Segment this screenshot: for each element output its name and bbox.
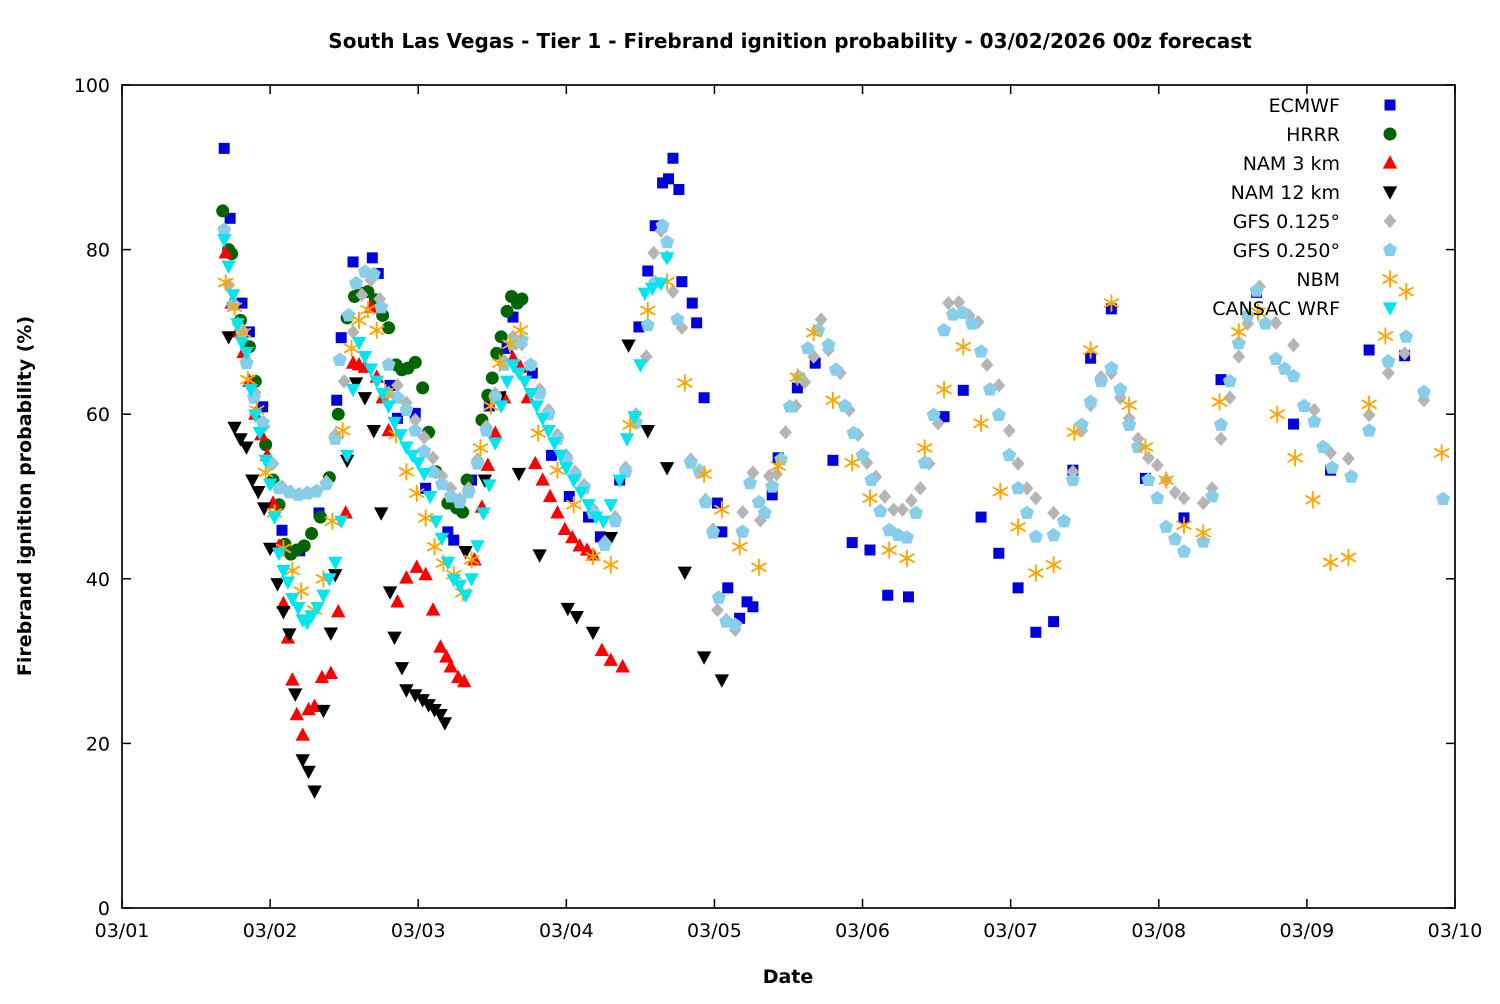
legend-marker-triangle-down (1382, 186, 1398, 200)
legend-marker-circle (1383, 127, 1397, 141)
series-nbm (217, 272, 1450, 619)
plot-area: 03/01 03/02 03/03 03/04 03/05 03/06 03/07 03/08… (74, 75, 1483, 942)
y-tick-label: 20 (86, 733, 110, 755)
x-tick-label: 03/05 (687, 920, 742, 942)
legend-marker-triangle-up (1382, 155, 1398, 169)
x-tick-label: 03/02 (243, 920, 298, 942)
series-nam-12-km (221, 331, 730, 799)
legend-label: GFS 0.125° (1233, 211, 1340, 233)
legend-item-nbm: NBM (1296, 269, 1398, 291)
x-tick-label: 03/09 (1280, 920, 1335, 942)
legend-label: GFS 0.250° (1233, 240, 1340, 262)
legend-marker-triangle-down (1382, 302, 1398, 316)
x-tick-label: 03/04 (539, 920, 594, 942)
chart-title: South Las Vegas - Tier 1 - Firebrand ign… (328, 29, 1252, 53)
legend-label: CANSAC WRF (1212, 298, 1340, 320)
legend-marker-diamond (1383, 213, 1397, 229)
legend-label: HRRR (1286, 124, 1340, 146)
legend-item-ecmwf: ECMWF (1269, 95, 1396, 117)
x-tick-label: 03/08 (1131, 920, 1186, 942)
legend-marker-pentagon (1383, 242, 1397, 256)
y-axis-label: Firebrand ignition probability (%) (14, 316, 36, 676)
legend-item-gfs-0-125-: GFS 0.125° (1233, 211, 1397, 233)
legend-label: NBM (1296, 269, 1340, 291)
x-tick-label: 03/07 (983, 920, 1038, 942)
y-tick-label: 0 (98, 898, 110, 920)
series-gfs-0-250- (217, 218, 1451, 631)
legend-item-hrrr: HRRR (1286, 124, 1397, 146)
y-tick-label: 100 (74, 75, 110, 97)
x-tick-label: 03/10 (1428, 920, 1483, 942)
x-axis-label: Date (763, 966, 814, 988)
legend-item-gfs-0-250-: GFS 0.250° (1233, 240, 1397, 262)
axes: 03/01 03/02 03/03 03/04 03/05 03/06 03/07 03/08… (74, 75, 1483, 942)
x-tick-label: 03/03 (391, 920, 446, 942)
x-tick-label: 03/06 (835, 920, 890, 942)
legend-item-nam-3-km: NAM 3 km (1243, 153, 1398, 175)
y-tick-label: 40 (86, 569, 110, 591)
x-tick-label: 03/01 (95, 920, 150, 942)
legend-label: NAM 3 km (1243, 153, 1340, 175)
legend: ECMWF HRRR NAM 3 km NAM 12 km GFS 0.125° GFS … (1212, 95, 1398, 320)
legend-label: NAM 12 km (1231, 182, 1340, 204)
legend-label: ECMWF (1269, 95, 1340, 117)
series-cansac-wrf (216, 234, 675, 631)
legend-item-cansac-wrf: CANSAC WRF (1212, 298, 1398, 320)
y-tick-label: 80 (86, 240, 110, 262)
y-tick-label: 60 (86, 404, 110, 426)
legend-marker-asterisk (1382, 270, 1398, 288)
legend-item-nam-12-km: NAM 12 km (1231, 182, 1398, 204)
legend-marker-square (1384, 99, 1396, 111)
